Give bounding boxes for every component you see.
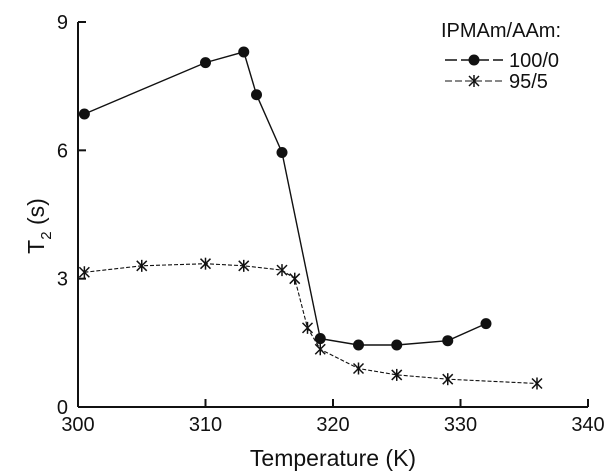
- series-layer: [78, 46, 543, 390]
- y-tick-label: 3: [57, 269, 68, 291]
- legend-label: 100/0: [509, 50, 559, 72]
- y-axis-title-unit: (s): [23, 198, 49, 231]
- data-point-circle: [442, 335, 454, 347]
- data-point-circle: [238, 46, 250, 58]
- data-point-asterisk: [468, 75, 480, 87]
- data-point-circle: [353, 339, 364, 351]
- data-point-asterisk: [301, 321, 314, 334]
- y-tick-label: 0: [57, 397, 68, 419]
- x-tick-label: 310: [189, 414, 222, 436]
- data-point-asterisk: [531, 377, 543, 390]
- x-tick-label: 320: [316, 414, 349, 436]
- data-point-asterisk: [352, 362, 365, 375]
- data-point-circle: [480, 318, 492, 330]
- data-point-circle: [314, 333, 326, 345]
- x-ticks: 300 310 320 330 340: [61, 399, 605, 436]
- series-line: [84, 263, 538, 385]
- y-axis-title-subscript: 2: [38, 231, 55, 239]
- y-tick-label: 6: [57, 140, 68, 162]
- y-ticks: 0 3 6 9: [57, 12, 86, 419]
- data-point-circle: [251, 89, 262, 101]
- series-95-5: [78, 257, 543, 390]
- data-point-asterisk: [289, 272, 301, 285]
- data-point-circle: [78, 108, 90, 120]
- data-point-asterisk: [391, 368, 403, 381]
- legend-label: 95/5: [509, 71, 548, 93]
- data-point-asterisk: [442, 373, 454, 386]
- legend: IPMAm/AAm: 100/095/5: [441, 20, 561, 93]
- series-line: [84, 51, 487, 346]
- x-axis-title: Temperature (K): [250, 445, 416, 471]
- data-point-circle: [391, 339, 403, 351]
- legend-item: 95/5: [445, 71, 548, 93]
- data-point-circle: [200, 57, 211, 69]
- data-point-circle: [468, 54, 480, 66]
- data-point-asterisk: [136, 259, 148, 272]
- x-tick-label: 330: [444, 414, 477, 436]
- axes: 0 3 6 9 300 310 320 330 340: [57, 12, 605, 436]
- data-point-asterisk: [314, 343, 326, 356]
- y-tick-label: 9: [57, 12, 68, 34]
- x-tick-label: 300: [61, 414, 94, 436]
- data-point-asterisk: [199, 257, 212, 270]
- y-axis-title: T2 (s): [23, 198, 55, 254]
- data-point-asterisk: [276, 264, 288, 277]
- y-axis-title-main: T: [23, 240, 49, 254]
- legend-item: 100/0: [445, 50, 559, 72]
- data-point-circle: [276, 146, 288, 158]
- series-100-0: [78, 46, 492, 351]
- legend-items: 100/095/5: [445, 50, 559, 93]
- data-point-asterisk: [238, 259, 250, 272]
- legend-title: IPMAm/AAm:: [441, 20, 561, 42]
- x-tick-label: 340: [571, 414, 604, 436]
- data-point-asterisk: [78, 266, 90, 279]
